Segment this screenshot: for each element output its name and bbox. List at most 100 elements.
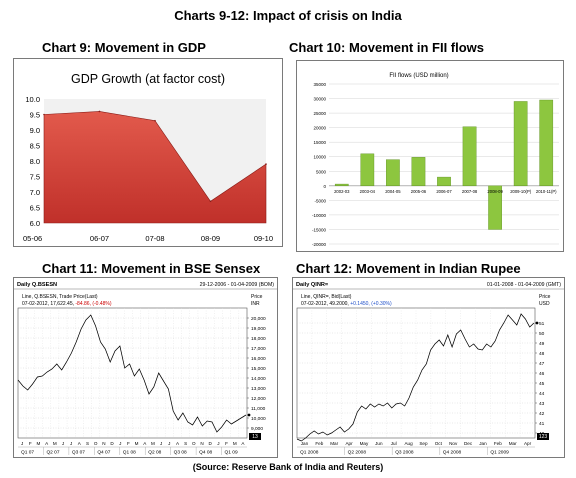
y-tick-label: 9.5 (30, 111, 40, 120)
y-tick-label: 15,000 (251, 366, 266, 372)
y-tick-label: 11,000 (251, 406, 266, 412)
y-tick-label: 43 (539, 401, 545, 407)
y-tick-label: 10000 (313, 155, 326, 160)
x-tick-label: 2010-11(P) (536, 189, 557, 194)
last-value-marker (247, 413, 251, 417)
chart12-panel: Daily QINR= 01-01-2008 - 01-04-2009 (GMT)… (292, 277, 565, 458)
fii-chart: FII flows (USD million) 35000 30000 25000 20… (312, 73, 559, 247)
chart-title: GDP Growth (at factor cost) (71, 72, 225, 86)
quarter-label: Q2 2008 (348, 450, 367, 456)
month-label: Sep (419, 441, 428, 446)
chart10-panel: FII flows (USD million) 35000 30000 25000 20… (296, 60, 564, 252)
month-label: J (168, 441, 170, 446)
x-tick-label: 2006-07 (436, 189, 452, 194)
y-tick-label: 13,000 (251, 386, 266, 392)
y-tick-label: 17,000 (251, 346, 266, 352)
y-tick-label: -15000 (312, 227, 327, 232)
y-tick-label: 7.5 (30, 173, 40, 182)
y-tick-label: 20,000 (251, 316, 266, 322)
y-tick-label: 9,000 (251, 426, 263, 432)
bar (539, 99, 554, 187)
month-label: N (200, 441, 203, 446)
y-tick-label: 8.0 (30, 157, 40, 166)
month-label: Feb (494, 441, 502, 446)
y-tick-label: 8.5 (30, 142, 40, 151)
month-label: A (176, 441, 180, 446)
y-tick-label: 42 (539, 411, 545, 417)
month-label: O (192, 441, 196, 446)
month-label: J (21, 441, 23, 446)
month-label: M (135, 441, 139, 446)
month-label: D (110, 441, 114, 446)
price-label: Price (251, 294, 263, 300)
month-label: M (37, 441, 41, 446)
price-line (296, 313, 535, 442)
y-tick-label: 20000 (313, 126, 326, 131)
x-tick-label: 2009-10(P) (510, 189, 532, 194)
bar (488, 185, 502, 230)
y-tick-label: 10,000 (251, 416, 266, 422)
y-tick-label: 12,000 (251, 396, 266, 402)
y-tick-label: 0 (323, 184, 326, 189)
y-tick-label: 45 (539, 381, 545, 387)
quarter-label: Q3 07 (72, 450, 85, 456)
month-label: May (360, 441, 369, 446)
month-label: Jan (479, 441, 487, 446)
month-label: N (102, 441, 105, 446)
info-line-1: Line, QINR=, Bid(Last) (301, 294, 352, 300)
x-tick-label: 2004-05 (385, 189, 401, 194)
last-value-box (537, 433, 549, 440)
last-value-label: 13 (252, 434, 258, 440)
month-label: Jul (391, 441, 397, 446)
month-label: Aug (404, 441, 413, 446)
y-tick-label: 51 (539, 321, 545, 327)
month-label: M (233, 441, 237, 446)
bar (513, 101, 528, 187)
month-label: F (225, 441, 228, 446)
y-tick-label: 46 (539, 371, 545, 377)
y-tick-label: 47 (539, 361, 545, 367)
month-label: A (241, 441, 245, 446)
last-value-label: 123 (539, 434, 548, 440)
y-tick-label: 25000 (313, 111, 326, 116)
y-tick-label: 49 (539, 341, 545, 347)
price-label: Price (539, 294, 551, 300)
month-label: Nov (449, 441, 458, 446)
month-label: M (53, 441, 57, 446)
month-label: Apr (345, 441, 353, 446)
month-label: S (184, 441, 187, 446)
y-tick-label: 48 (539, 351, 545, 357)
x-tick-label: 2003-04 (360, 189, 376, 194)
y-tick-label: 9.0 (30, 126, 40, 135)
bar (437, 176, 451, 187)
info-change: -84.86, (-0.48%) (75, 301, 111, 307)
x-tick-label: 08-09 (201, 234, 220, 243)
quarter-label: Q3 08 (174, 450, 187, 456)
month-label: Dec (464, 441, 473, 446)
x-tick-label: 05-06 (23, 234, 42, 243)
y-tick-label: 44 (539, 391, 545, 397)
bar (334, 183, 349, 187)
quarter-label: Q2 08 (148, 450, 161, 456)
month-label: D (209, 441, 213, 446)
month-label: A (45, 441, 49, 446)
info-line-2: 07-02-2012, 49.2000, +0.1450, (+0.30%) (301, 301, 392, 307)
gdp-chart: GDP Growth (at factor cost) 10.0 9.5 9.0 8.5… (23, 72, 273, 243)
price-line (17, 314, 247, 433)
data-point (43, 113, 45, 116)
y-tick-label: 30000 (313, 97, 326, 102)
quarter-label: Q4 08 (199, 450, 212, 456)
quarter-label: Q2 07 (46, 450, 59, 456)
data-point (209, 200, 212, 203)
chart-header-right: 01-01-2008 - 01-04-2009 (GMT) (487, 282, 561, 288)
source-note: (Source: Reserve Bank of India and Reute… (192, 462, 384, 472)
chart-header-left: Daily Q.BSESN (17, 282, 57, 288)
rupee-chart: Daily QINR= 01-01-2008 - 01-04-2009 (GMT)… (293, 282, 564, 456)
month-label: Apr (524, 441, 532, 446)
quarter-label: Q1 08 (123, 450, 136, 456)
y-tick-label: 5000 (316, 169, 327, 174)
quarter-label: Q1 09 (225, 450, 238, 456)
y-tick-label: 50 (539, 331, 545, 337)
quarter-label: Q3 2008 (395, 450, 414, 456)
y-tick-label: 6.0 (30, 219, 40, 228)
